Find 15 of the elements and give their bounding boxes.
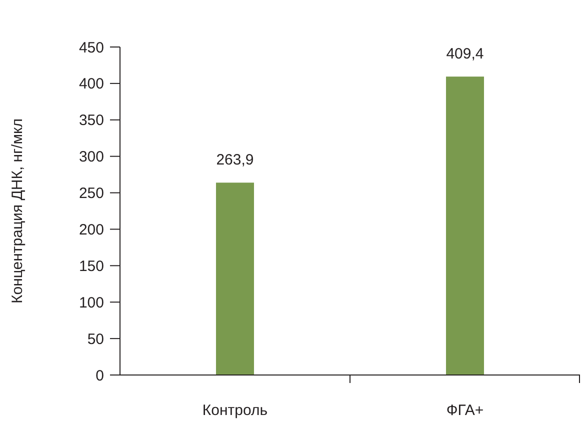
y-tick-label: 300 (78, 148, 104, 166)
y-tick-label: 50 (87, 330, 104, 348)
y-axis-title: Концентрация ДНК, нг/мкл (9, 118, 26, 304)
y-tick-label: 0 (96, 367, 104, 384)
x-tick-label: Контроль (202, 402, 268, 419)
y-tick-label: 350 (78, 112, 104, 130)
y-tick-label: 250 (78, 185, 104, 202)
y-tick-label: 150 (78, 258, 104, 275)
y-tick-label: 400 (78, 76, 104, 93)
data-label: 409,4 (446, 46, 484, 63)
y-tick-label: 200 (78, 221, 104, 238)
y-tick-label: 450 (78, 39, 104, 56)
data-label: 263,9 (216, 152, 254, 169)
y-tick-label: 100 (78, 294, 104, 312)
x-tick-label: ФГА+ (446, 402, 484, 419)
